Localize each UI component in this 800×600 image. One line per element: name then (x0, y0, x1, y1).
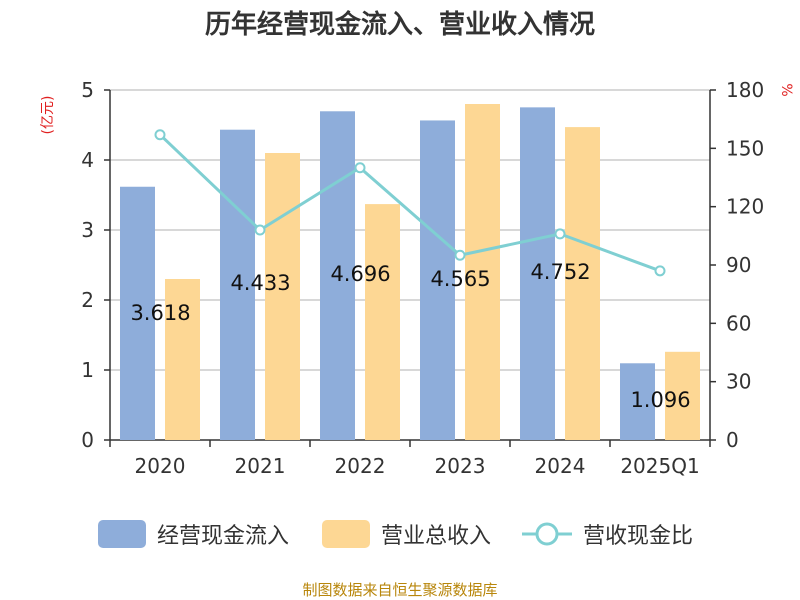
legend-label-ratio: 营收现金比 (583, 524, 693, 549)
bar-revenue (165, 279, 200, 440)
y-right-tick-label: 180 (726, 78, 764, 102)
data-label-cash-inflow: 3.618 (130, 301, 190, 325)
bar-revenue (265, 153, 300, 440)
x-tick-label: 2025Q1 (620, 454, 699, 478)
y-left-tick-label: 1 (81, 358, 94, 382)
y-right-tick-label: 0 (726, 428, 739, 452)
x-tick-label: 2023 (435, 454, 486, 478)
y-right-tick-label: 60 (726, 311, 751, 335)
point-ratio (254, 224, 266, 236)
y-right-tick-label: 120 (726, 195, 764, 219)
line-ratio (158, 133, 661, 273)
y-left-tick-label: 0 (81, 428, 94, 452)
legend-swatch-revenue (322, 520, 370, 548)
y-left-tick-label: 3 (81, 218, 94, 242)
x-tick-label: 2024 (535, 454, 586, 478)
y-left-tick-label: 2 (81, 288, 94, 312)
data-label-cash-inflow: 4.565 (430, 267, 490, 291)
bars-layer (120, 104, 700, 441)
point-ratio (154, 129, 166, 141)
legend-label-cash-inflow: 经营现金流入 (157, 524, 289, 549)
bar-cash-inflow (120, 186, 155, 440)
source-note: 制图数据来自恒生聚源数据库 (302, 581, 498, 599)
data-label-cash-inflow: 4.752 (530, 260, 590, 284)
y-left-tick-label: 4 (81, 148, 94, 172)
bar-cash-inflow (320, 111, 355, 440)
point-ratio (354, 162, 366, 174)
axes-layer: 0 1 2 3 4 5 0 30 60 90 120 150 180 (亿元)% 2020 2021 2022 2… (40, 78, 794, 478)
grid-layer (110, 89, 710, 371)
bar-revenue (465, 104, 500, 440)
bar-revenue (565, 127, 600, 440)
bar-cash-inflow (520, 107, 555, 441)
point-ratio (554, 228, 566, 240)
chart-title: 历年经营现金流入、营业收入情况 (204, 10, 595, 40)
x-tick-label: 2022 (335, 454, 386, 478)
point-ratio (454, 249, 466, 261)
y-left-unit-label: (亿元) (40, 96, 56, 135)
y-right-tick-label: 90 (726, 253, 751, 277)
bar-cash-inflow (620, 363, 655, 440)
point-ratio (654, 265, 666, 277)
y-right-tick-label: 150 (726, 136, 764, 160)
bar-revenue (365, 204, 400, 440)
legend: 经营现金流入 营业总收入 营收现金比 (98, 520, 693, 549)
legend-label-revenue: 营业总收入 (381, 524, 491, 549)
bar-cash-inflow (420, 120, 455, 440)
line-layer (154, 129, 666, 277)
y-right-tick-label: 30 (726, 370, 751, 394)
y-left-tick-label: 5 (81, 78, 94, 102)
data-label-cash-inflow: 4.433 (230, 271, 290, 295)
bar-cash-inflow (220, 129, 255, 440)
data-label-cash-inflow: 1.096 (630, 388, 690, 412)
x-tick-label: 2020 (135, 454, 186, 478)
data-label-cash-inflow: 4.696 (330, 262, 390, 286)
x-tick-label: 2021 (235, 454, 286, 478)
legend-swatch-ratio-marker (535, 522, 559, 546)
labels-layer: 3.618 4.433 4.696 4.565 4.752 1.096 (130, 260, 690, 412)
bar-revenue (665, 351, 700, 440)
y-right-unit-label: % (778, 83, 794, 96)
legend-swatch-cash-inflow (98, 520, 146, 548)
